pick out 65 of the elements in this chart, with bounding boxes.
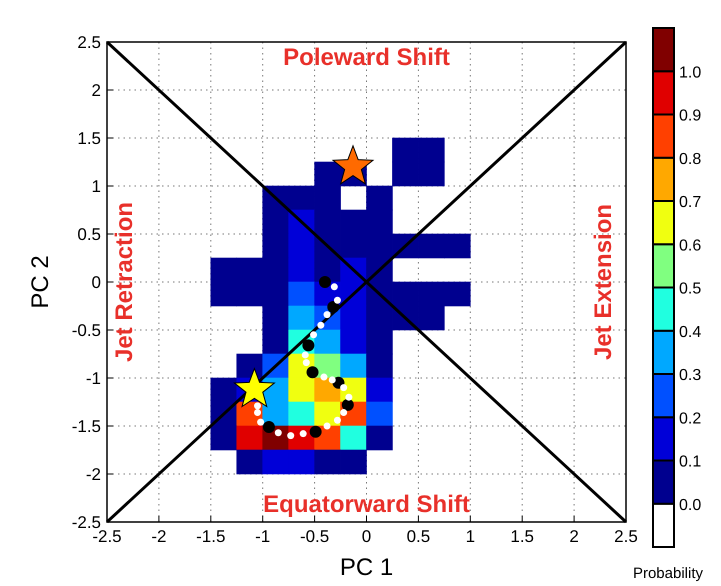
annotation: Poleward Shift bbox=[283, 44, 450, 71]
color-bar-label: 0.0 bbox=[679, 496, 702, 514]
point bbox=[302, 351, 309, 358]
y-tick-label: -1.5 bbox=[72, 417, 101, 436]
color-bar-label: 0.3 bbox=[679, 367, 702, 384]
point bbox=[334, 296, 341, 304]
color-bar-label: 0.2 bbox=[679, 410, 702, 428]
point bbox=[345, 394, 352, 401]
color-bar-label: 0.6 bbox=[679, 237, 702, 254]
x-tick-label: 1.5 bbox=[510, 527, 534, 546]
y-tick-label: -2.5 bbox=[72, 513, 101, 532]
point bbox=[342, 398, 354, 411]
y-tick-label: -0.5 bbox=[72, 321, 101, 340]
annotation: Equatorward Shift bbox=[263, 491, 470, 518]
y-axis-title: PC 2 bbox=[27, 255, 54, 309]
y-tick-label: 1.5 bbox=[77, 129, 101, 148]
point bbox=[262, 420, 275, 433]
y-tick-label: -2 bbox=[86, 465, 101, 484]
color-bar-label: 0.7 bbox=[679, 194, 702, 211]
point bbox=[317, 322, 324, 329]
x-tick-label: -2 bbox=[151, 527, 166, 546]
point bbox=[330, 283, 338, 290]
point bbox=[328, 376, 336, 384]
point bbox=[257, 418, 264, 426]
x-tick-label: 0 bbox=[362, 527, 372, 546]
color-bar-label: 0.1 bbox=[679, 454, 702, 470]
point bbox=[334, 416, 341, 424]
color-bar-label: 0.4 bbox=[679, 324, 702, 341]
annotation: Jet Extension bbox=[590, 204, 617, 360]
color-bar-label: 0.5 bbox=[679, 280, 702, 298]
point bbox=[254, 409, 262, 416]
point bbox=[306, 366, 319, 378]
x-tick-label: 1 bbox=[466, 527, 476, 546]
color-bar-title: Probability bbox=[632, 565, 704, 582]
y-tick-label: 2.5 bbox=[77, 33, 101, 52]
point bbox=[302, 359, 310, 366]
point bbox=[302, 339, 314, 352]
point bbox=[254, 402, 262, 410]
x-tick-label: -1.5 bbox=[196, 527, 226, 546]
color-bar-label: 0.9 bbox=[679, 108, 702, 124]
point bbox=[274, 429, 282, 436]
y-tick-label: 0 bbox=[92, 273, 101, 292]
x-tick-label: 2.5 bbox=[614, 527, 638, 546]
x-axis-title: PC 1 bbox=[340, 554, 394, 581]
point bbox=[327, 300, 340, 313]
color-bar-label: 0.8 bbox=[679, 150, 702, 168]
y-tick-label: 2 bbox=[92, 81, 101, 100]
annotation: Jet Retraction bbox=[111, 202, 138, 362]
point bbox=[310, 331, 318, 338]
point bbox=[287, 432, 294, 440]
y-tick-label: 0.5 bbox=[77, 225, 101, 244]
point bbox=[340, 409, 348, 416]
x-tick-label: -1 bbox=[255, 527, 270, 546]
point bbox=[300, 430, 307, 438]
x-tick-label: -0.5 bbox=[300, 527, 330, 546]
point bbox=[318, 276, 331, 288]
color-bar-label: 1.0 bbox=[679, 64, 702, 82]
y-tick-label: 1 bbox=[92, 177, 101, 196]
point bbox=[340, 384, 348, 392]
point bbox=[320, 374, 328, 381]
y-tick-label: -1 bbox=[86, 369, 101, 388]
x-tick-label: 0.5 bbox=[406, 527, 430, 546]
point bbox=[324, 422, 331, 430]
x-tick-label: 2 bbox=[569, 527, 579, 546]
point bbox=[310, 426, 322, 438]
